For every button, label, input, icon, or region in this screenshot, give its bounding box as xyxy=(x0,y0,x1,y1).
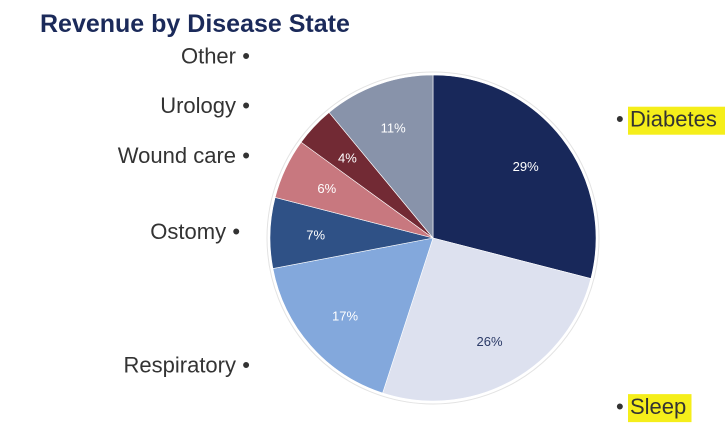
pie-slices xyxy=(266,71,600,405)
label-bullet: • xyxy=(242,43,250,68)
category-label-text: Diabetes xyxy=(630,107,717,132)
pie-slice-diabetes xyxy=(432,74,597,279)
label-bullet: • xyxy=(232,219,240,244)
category-label-ostomy: •Ostomy xyxy=(150,219,240,244)
category-label-text: Respiratory xyxy=(124,353,236,378)
category-label-text: Wound care xyxy=(118,143,236,168)
label-highlight xyxy=(628,394,692,423)
category-label-respiratory: •Respiratory xyxy=(124,353,250,378)
category-label-text: Sleep xyxy=(630,394,686,419)
category-labels: • Diabetes• Sleep•Respiratory•Ostomy•Wound… xyxy=(118,43,725,423)
category-label-urology: •Urology xyxy=(160,93,250,118)
label-bullet: • xyxy=(242,143,250,168)
slice-value-sleep: 26% xyxy=(476,334,502,349)
label-highlight xyxy=(628,106,725,135)
slice-value-ostomy: 7% xyxy=(306,227,325,242)
label-bullet: • xyxy=(616,394,624,419)
label-bullet: • xyxy=(616,107,624,132)
category-label-sleep: • Sleep xyxy=(616,394,692,423)
label-bullet: • xyxy=(242,93,250,118)
slice-value-urology: 4% xyxy=(338,151,357,166)
category-label-diabetes: • Diabetes xyxy=(616,106,725,135)
pie-slice-respiratory xyxy=(272,237,434,394)
category-label-other: •Other xyxy=(181,43,250,68)
slice-value-labels: 29% 26% 17% 7% 6%4% 11% xyxy=(306,121,539,349)
chart-title: Revenue by Disease State xyxy=(40,10,350,38)
slice-value-respiratory: 17% xyxy=(332,309,358,324)
category-label-text: Urology xyxy=(160,93,236,118)
slice-value-diabetes: 29% xyxy=(513,159,539,174)
category-label-text: Other xyxy=(181,43,236,68)
label-bullet: • xyxy=(242,353,250,378)
pie-slice-other xyxy=(328,74,434,239)
pie-slice-sleep xyxy=(382,237,592,402)
slice-value-other: 11% xyxy=(381,121,406,136)
category-label-text: Ostomy xyxy=(150,219,226,244)
category-label-wound-care: •Wound care xyxy=(118,143,250,168)
slice-value-wound-care: 6% xyxy=(317,181,336,196)
